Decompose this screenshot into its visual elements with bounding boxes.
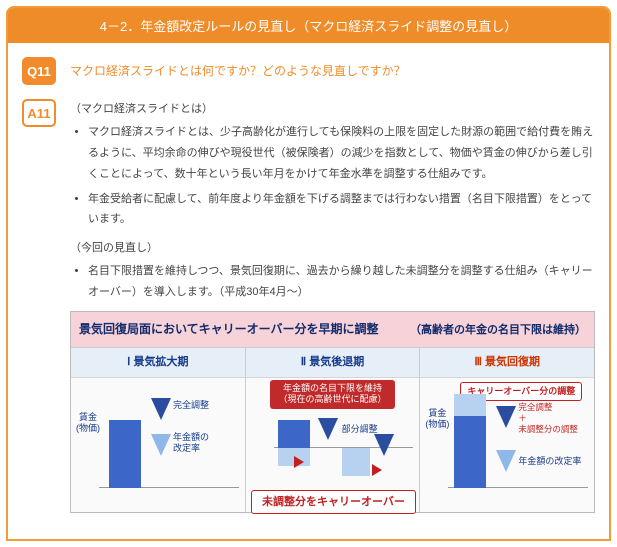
- label-full-adjust: 完全調整: [173, 400, 209, 412]
- label-rate-3: 年金額の改定率: [518, 456, 581, 468]
- arrow-rate-1: [151, 434, 171, 456]
- carry-bar-b: [342, 448, 370, 476]
- qa-card: 4－2．年金額改定ルールの見直し（マクロ経済スライド調整の見直し） Q11 マク…: [6, 6, 611, 541]
- carry-arrow-icon-2: [372, 464, 382, 476]
- pill-keep-floor: 年金額の名目下限を維持 （現在の高齢世代に配慮）: [270, 380, 396, 409]
- panel-1: Ⅰ 景気拡大期 賃金 (物価) 完全調整 年金額の 改定率: [71, 348, 245, 512]
- carry-arrow-icon: [294, 456, 304, 468]
- answer-heading-2: （今回の見直し）: [70, 238, 595, 259]
- answer-list-1: マクロ経済スライドとは、少子高齢化が進行しても保険料の上限を固定した財源の範囲で…: [70, 122, 595, 230]
- figure-title-note: （高齢者の年金の名目下限は維持）: [410, 320, 586, 341]
- axis-label-1: 賃金 (物価): [75, 412, 101, 434]
- panel-1-head: Ⅰ 景気拡大期: [71, 348, 245, 378]
- q-badge: Q11: [22, 57, 56, 85]
- answer-list-2: 名目下限措置を維持しつつ、景気回復期に、過去から繰り越した未調整分を調整する仕組…: [70, 261, 595, 303]
- bar-2a: [278, 420, 310, 448]
- answer-heading-1: （マクロ経済スライドとは）: [70, 99, 595, 120]
- panel-1-chart: 賃金 (物価) 完全調整 年金額の 改定率: [71, 378, 245, 506]
- a-badge: A11: [22, 99, 56, 127]
- answer-content: （マクロ経済スライドとは） マクロ経済スライドとは、少子高齢化が進行しても保険料…: [70, 99, 595, 513]
- panel-3-head: Ⅲ 景気回復期: [420, 348, 594, 378]
- panel-3: Ⅲ 景気回復期 キャリーオーバー分の調整 賃金 (物価) 完全調整 ＋ 未調整分…: [419, 348, 594, 512]
- label-partial: 部分調整: [342, 424, 378, 436]
- bar-3-carry: [454, 394, 486, 416]
- question-text: マクロ経済スライドとは何ですか？どのような見直しですか？: [70, 57, 406, 85]
- answer-row: A11 （マクロ経済スライドとは） マクロ経済スライドとは、少子高齢化が進行して…: [22, 99, 595, 513]
- bar-3: [454, 416, 486, 488]
- label-full-plus: 完全調整 ＋ 未調整分の調整: [518, 402, 578, 435]
- arrow-full-adjust: [151, 398, 171, 420]
- arrow-rate-3: [496, 450, 516, 472]
- panel-3-chart: キャリーオーバー分の調整 賃金 (物価) 完全調整 ＋ 未調整分の調整 年金額の…: [420, 378, 594, 506]
- axis-label-3: 賃金 (物価): [424, 408, 450, 430]
- answer-bullet: 名目下限措置を維持しつつ、景気回復期に、過去から繰り越した未調整分を調整する仕組…: [88, 261, 595, 303]
- label-rate-1: 年金額の 改定率: [173, 432, 209, 455]
- arrow-partial: [318, 418, 338, 440]
- section-title: 4－2．年金額改定ルールの見直し（マクロ経済スライド調整の見直し）: [8, 8, 609, 43]
- figure-title-bar: 景気回復局面においてキャリーオーバー分を早期に調整 （高齢者の年金の名目下限は維…: [71, 312, 594, 348]
- arrow-full-3: [496, 406, 516, 428]
- answer-bullet: 年金受給者に配慮して、前年度より年金額を下げる調整までは行わない措置（名目下限措…: [88, 189, 595, 231]
- panel-2: Ⅱ 景気後退期 年金額の名目下限を維持 （現在の高齢世代に配慮） 部分調整: [245, 348, 420, 512]
- bar-1: [109, 420, 141, 488]
- panel-2-head: Ⅱ 景気後退期: [246, 348, 420, 378]
- question-row: Q11 マクロ経済スライドとは何ですか？どのような見直しですか？: [22, 57, 595, 85]
- arrow-none: [374, 434, 394, 456]
- figure-panels: Ⅰ 景気拡大期 賃金 (物価) 完全調整 年金額の 改定率: [71, 348, 594, 512]
- macro-slide-figure: 景気回復局面においてキャリーオーバー分を早期に調整 （高齢者の年金の名目下限は維…: [70, 311, 595, 513]
- card-body: Q11 マクロ経済スライドとは何ですか？どのような見直しですか？ A11 （マク…: [8, 43, 609, 539]
- answer-bullet: マクロ経済スライドとは、少子高齢化が進行しても保険料の上限を固定した財源の範囲で…: [88, 122, 595, 185]
- figure-title-main: 景気回復局面においてキャリーオーバー分を早期に調整: [79, 318, 379, 341]
- panel-2-chart: 年金額の名目下限を維持 （現在の高齢世代に配慮） 部分調整 年金額改定なし: [246, 378, 420, 506]
